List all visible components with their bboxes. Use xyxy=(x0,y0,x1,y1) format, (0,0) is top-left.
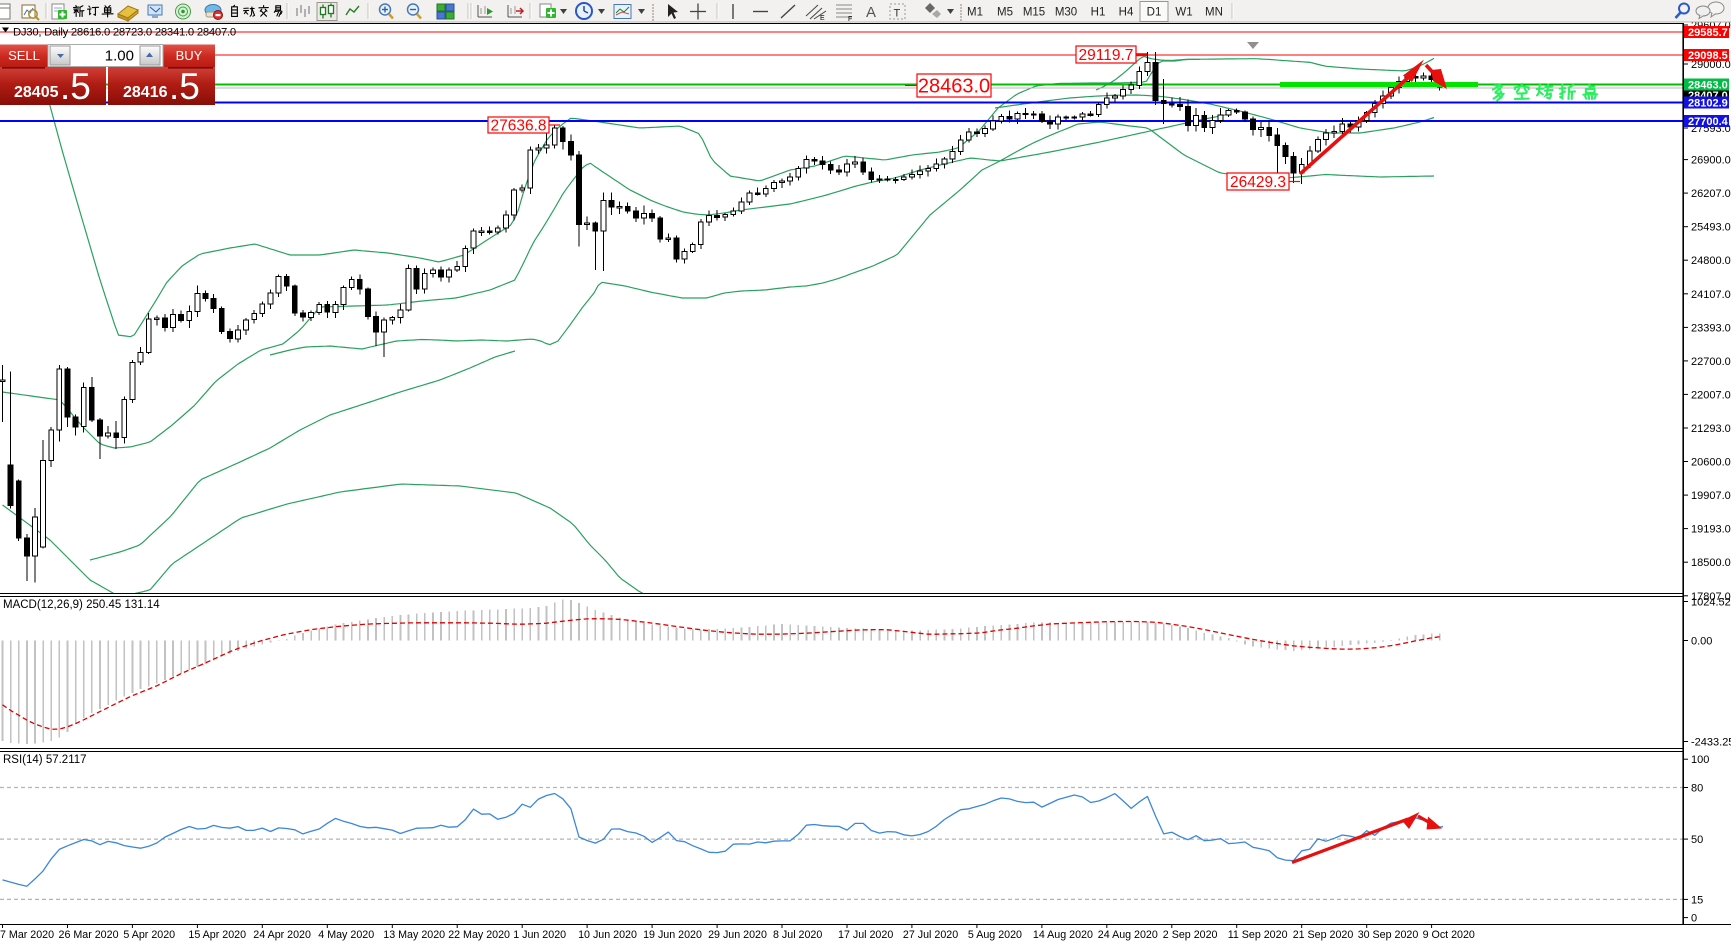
svg-text:26 Mar 2020: 26 Mar 2020 xyxy=(59,929,119,941)
svg-text:26429.3: 26429.3 xyxy=(1230,174,1286,191)
svg-text:18500.0: 18500.0 xyxy=(1691,557,1731,569)
svg-text:17 Jul 2020: 17 Jul 2020 xyxy=(838,929,893,941)
svg-text:1 Jun 2020: 1 Jun 2020 xyxy=(513,929,566,941)
svg-text:2 Sep 2020: 2 Sep 2020 xyxy=(1163,929,1218,941)
svg-text:.5: .5 xyxy=(60,66,91,107)
svg-text:27636.8: 27636.8 xyxy=(490,118,546,135)
svg-text:28405: 28405 xyxy=(14,84,59,101)
svg-text:E: E xyxy=(820,15,825,22)
svg-text:10 Jun 2020: 10 Jun 2020 xyxy=(578,929,637,941)
svg-text:17807.0: 17807.0 xyxy=(1691,591,1731,603)
svg-text:24 Apr 2020: 24 Apr 2020 xyxy=(253,929,311,941)
svg-text:D1: D1 xyxy=(1147,7,1162,19)
svg-text:11 Sep 2020: 11 Sep 2020 xyxy=(1228,929,1288,941)
svg-text:MN: MN xyxy=(1205,7,1223,19)
svg-text:9 Oct 2020: 9 Oct 2020 xyxy=(1423,929,1475,941)
svg-text:8 Jul 2020: 8 Jul 2020 xyxy=(773,929,822,941)
svg-text:100: 100 xyxy=(1691,754,1709,766)
svg-text:SELL: SELL xyxy=(8,48,40,63)
svg-text:28102.9: 28102.9 xyxy=(1688,98,1728,110)
svg-text:27700.4: 27700.4 xyxy=(1688,116,1729,128)
svg-text:80: 80 xyxy=(1691,783,1703,795)
svg-text:21293.0: 21293.0 xyxy=(1691,423,1731,435)
svg-text:H4: H4 xyxy=(1119,7,1134,19)
svg-text:4 May 2020: 4 May 2020 xyxy=(318,929,374,941)
svg-text:A: A xyxy=(866,4,876,21)
svg-text:0: 0 xyxy=(1691,913,1697,925)
svg-text:30 Sep 2020: 30 Sep 2020 xyxy=(1358,929,1419,941)
svg-text:15 Apr 2020: 15 Apr 2020 xyxy=(188,929,246,941)
svg-text:M5: M5 xyxy=(997,7,1013,19)
svg-text:24107.0: 24107.0 xyxy=(1691,289,1731,301)
svg-text:29000.0: 29000.0 xyxy=(1691,59,1731,71)
svg-text:29585.7: 29585.7 xyxy=(1688,27,1728,39)
svg-text:0.00: 0.00 xyxy=(1691,636,1712,648)
svg-text:5 Aug 2020: 5 Aug 2020 xyxy=(968,929,1022,941)
svg-text:M1: M1 xyxy=(967,7,983,19)
svg-text:24800.0: 24800.0 xyxy=(1691,255,1731,267)
svg-text:24 Aug 2020: 24 Aug 2020 xyxy=(1098,929,1158,941)
svg-text:13 May 2020: 13 May 2020 xyxy=(383,929,445,941)
svg-text:50: 50 xyxy=(1691,834,1703,846)
svg-text:28416: 28416 xyxy=(123,84,168,101)
svg-text:M15: M15 xyxy=(1023,7,1045,19)
svg-text:22700.0: 22700.0 xyxy=(1691,356,1731,368)
svg-text:15: 15 xyxy=(1691,894,1703,906)
svg-text:29119.7: 29119.7 xyxy=(1079,47,1134,64)
svg-text:19907.0: 19907.0 xyxy=(1691,490,1731,502)
svg-text:5 Apr 2020: 5 Apr 2020 xyxy=(123,929,175,941)
svg-text:25493.0: 25493.0 xyxy=(1691,222,1731,234)
svg-text:26207.0: 26207.0 xyxy=(1691,188,1731,200)
svg-text:BUY: BUY xyxy=(176,48,203,63)
svg-text:W1: W1 xyxy=(1175,7,1192,19)
svg-text:H1: H1 xyxy=(1091,7,1106,19)
svg-text:T: T xyxy=(894,8,901,20)
svg-text:1024.52: 1024.52 xyxy=(1691,597,1731,609)
svg-text:28463.0: 28463.0 xyxy=(1688,80,1728,92)
svg-text:-2433.25: -2433.25 xyxy=(1691,737,1731,749)
svg-text:.5: .5 xyxy=(169,66,200,107)
svg-text:22007.0: 22007.0 xyxy=(1691,389,1731,401)
svg-text:26900.0: 26900.0 xyxy=(1691,155,1731,167)
svg-text:21 Sep 2020: 21 Sep 2020 xyxy=(1293,929,1354,941)
svg-text:23393.0: 23393.0 xyxy=(1691,322,1731,334)
svg-text:M30: M30 xyxy=(1055,7,1077,19)
svg-text:29 Jun 2020: 29 Jun 2020 xyxy=(708,929,767,941)
svg-text:19 Jun 2020: 19 Jun 2020 xyxy=(643,929,702,941)
svg-text:20600.0: 20600.0 xyxy=(1691,457,1731,469)
svg-text:14 Aug 2020: 14 Aug 2020 xyxy=(1033,929,1093,941)
svg-text:28463.0: 28463.0 xyxy=(918,76,990,98)
svg-text:1.00: 1.00 xyxy=(105,48,134,65)
svg-text:19193.0: 19193.0 xyxy=(1691,524,1731,536)
svg-text:22 May 2020: 22 May 2020 xyxy=(448,929,510,941)
svg-text:29098.5: 29098.5 xyxy=(1688,50,1728,62)
svg-text:F: F xyxy=(848,16,852,23)
svg-text:27 Jul 2020: 27 Jul 2020 xyxy=(903,929,958,941)
svg-text:RSI(14) 57.2117: RSI(14) 57.2117 xyxy=(3,754,87,766)
svg-text:MACD(12,26,9) 250.45 131.14: MACD(12,26,9) 250.45 131.14 xyxy=(3,599,160,611)
svg-text:DJ30, Daily 28616.0 28723.0 2: DJ30, Daily 28616.0 28723.0 28341.0 2840… xyxy=(13,27,236,39)
svg-text:7 Mar 2020: 7 Mar 2020 xyxy=(0,929,54,941)
